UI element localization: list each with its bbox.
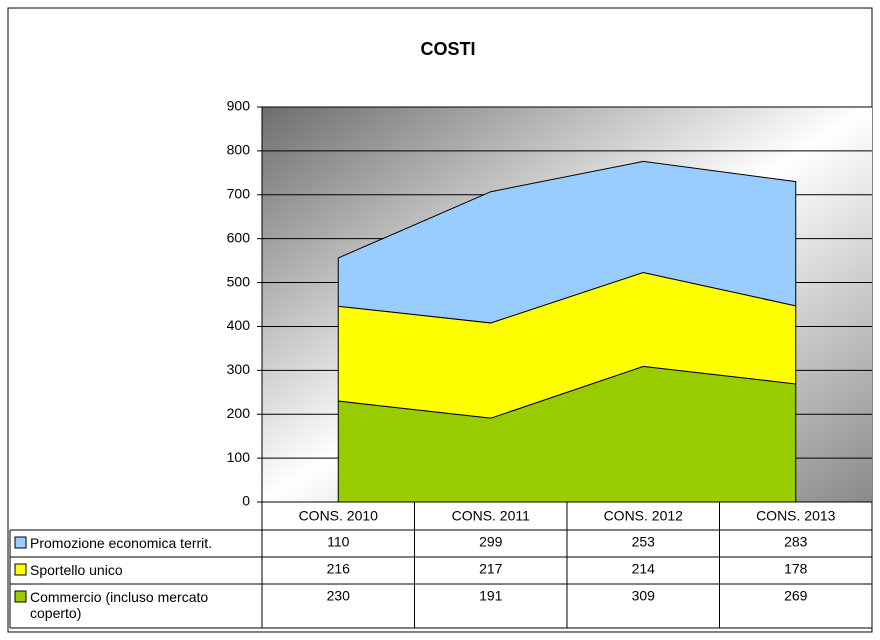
legend-label: Sportello unico <box>30 562 123 578</box>
y-tick-label: 800 <box>227 142 251 158</box>
table-value: 191 <box>479 588 503 604</box>
table-value: 214 <box>632 561 656 577</box>
table-value: 299 <box>479 534 503 550</box>
x-tick-label: CONS. 2012 <box>604 508 684 524</box>
legend-label-box: Sportello unico <box>30 562 123 578</box>
chart-title: COSTI <box>420 39 475 59</box>
x-tick-label: CONS. 2011 <box>452 508 531 524</box>
legend-key <box>14 536 27 549</box>
table-value: 110 <box>327 534 350 550</box>
y-tick-label: 600 <box>227 229 251 245</box>
legend-label-box: Commercio (incluso mercato coperto) <box>30 589 209 621</box>
legend-label-box: Promozione economica territ. <box>30 535 213 551</box>
table-value: 283 <box>784 534 808 550</box>
y-tick-label: 100 <box>227 449 251 465</box>
legend-key <box>14 590 27 603</box>
table-value: 216 <box>327 561 351 577</box>
y-tick-label: 500 <box>227 273 251 289</box>
y-tick-label: 400 <box>227 317 251 333</box>
y-tick-label: 200 <box>227 405 251 421</box>
table-value: 269 <box>784 588 808 604</box>
table-value: 230 <box>327 588 351 604</box>
x-tick-label: CONS. 2013 <box>756 508 836 524</box>
y-tick-label: 0 <box>242 493 250 509</box>
y-tick-label: 300 <box>227 361 251 377</box>
legend-key <box>14 563 27 576</box>
legend-label: Commercio (incluso mercato coperto) <box>30 589 209 621</box>
x-tick-label: CONS. 2010 <box>299 508 379 524</box>
table-value: 309 <box>632 588 656 604</box>
table-value: 217 <box>479 561 503 577</box>
table-value: 178 <box>784 561 808 577</box>
table-value: 253 <box>632 534 656 550</box>
y-tick-label: 700 <box>227 185 251 201</box>
legend-label: Promozione economica territ. <box>30 535 213 551</box>
area <box>337 160 797 324</box>
y-tick-label: 900 <box>227 98 251 114</box>
